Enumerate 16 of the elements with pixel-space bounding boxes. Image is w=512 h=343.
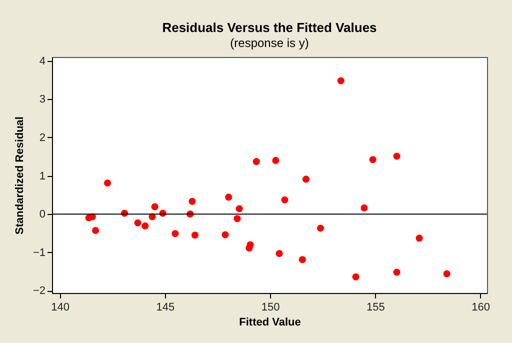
- y-tick-label: 4: [39, 55, 46, 68]
- y-tick-label: −1: [32, 246, 46, 259]
- x-tick-label: 155: [366, 302, 385, 314]
- y-tick-label: 0: [39, 208, 46, 221]
- y-tick-label: 2: [39, 132, 46, 144]
- x-tick-label: 140: [51, 302, 70, 314]
- y-axis-title: Standardized Residual: [14, 116, 26, 234]
- x-tick-label: 145: [156, 302, 175, 314]
- y-tick-label: −2: [32, 285, 46, 298]
- chart-subtitle: (response is y): [230, 36, 309, 50]
- x-axis-title: Fitted Value: [239, 316, 301, 328]
- x-tick-label: 160: [472, 302, 490, 314]
- y-tick-label: 1: [39, 170, 46, 182]
- chart-title: Residuals Versus the Fitted Values: [162, 20, 377, 35]
- x-tick-label: 150: [261, 302, 280, 314]
- y-tick-label: 3: [39, 94, 46, 106]
